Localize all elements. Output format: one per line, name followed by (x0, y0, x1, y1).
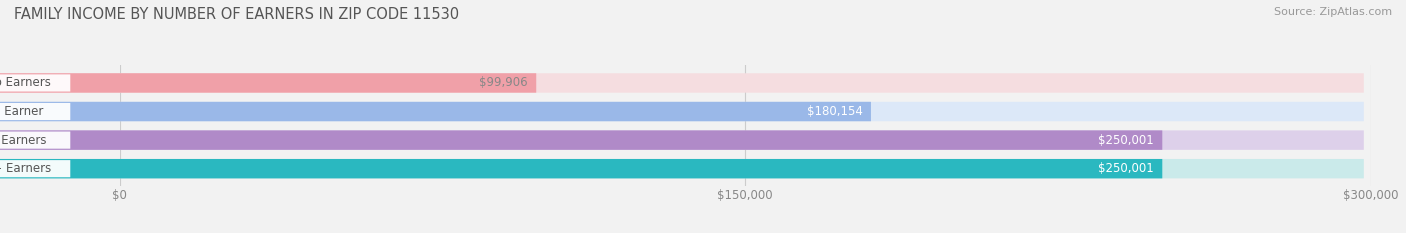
Text: 1 Earner: 1 Earner (0, 105, 44, 118)
FancyBboxPatch shape (0, 102, 870, 121)
FancyBboxPatch shape (0, 160, 70, 177)
FancyBboxPatch shape (0, 159, 1163, 178)
FancyBboxPatch shape (0, 73, 1364, 93)
Text: $250,001: $250,001 (1098, 134, 1154, 147)
Text: Source: ZipAtlas.com: Source: ZipAtlas.com (1274, 7, 1392, 17)
Text: 2 Earners: 2 Earners (0, 134, 46, 147)
FancyBboxPatch shape (0, 103, 70, 120)
FancyBboxPatch shape (0, 74, 70, 92)
Text: No Earners: No Earners (0, 76, 51, 89)
Text: $180,154: $180,154 (807, 105, 863, 118)
FancyBboxPatch shape (0, 130, 1163, 150)
FancyBboxPatch shape (0, 159, 1364, 178)
FancyBboxPatch shape (0, 130, 1364, 150)
FancyBboxPatch shape (0, 102, 1364, 121)
Text: FAMILY INCOME BY NUMBER OF EARNERS IN ZIP CODE 11530: FAMILY INCOME BY NUMBER OF EARNERS IN ZI… (14, 7, 460, 22)
Text: $99,906: $99,906 (479, 76, 527, 89)
FancyBboxPatch shape (0, 132, 70, 149)
Text: $250,001: $250,001 (1098, 162, 1154, 175)
FancyBboxPatch shape (0, 73, 536, 93)
Text: 3+ Earners: 3+ Earners (0, 162, 51, 175)
